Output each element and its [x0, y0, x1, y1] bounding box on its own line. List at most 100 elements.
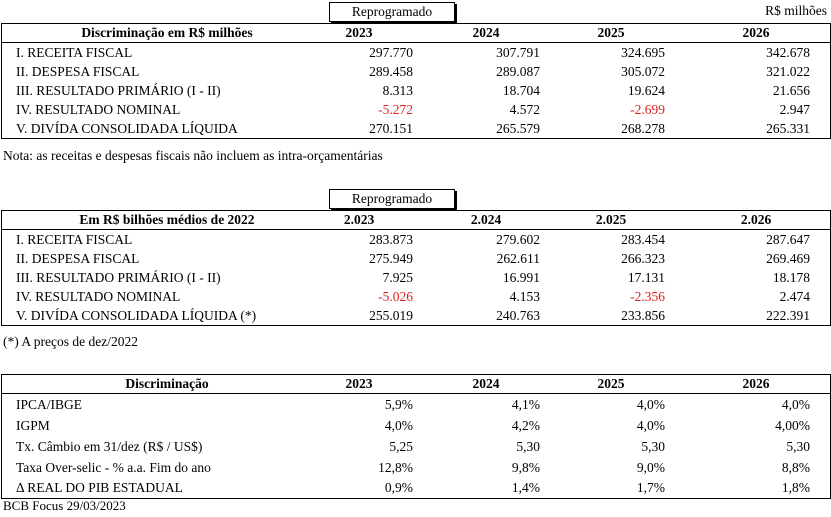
- note-2: (*) A preços de dez/2022: [3, 334, 138, 349]
- cell: 297.770: [369, 45, 413, 60]
- table-header: Em R$ bilhões médios de 2022 2.023 2.024…: [2, 211, 830, 230]
- cell: 1,7%: [636, 480, 665, 495]
- cell: 4,0%: [384, 418, 413, 433]
- header-year: 2024: [472, 376, 500, 391]
- cell: 305.072: [621, 64, 665, 79]
- cell: 4.153: [509, 289, 540, 304]
- table-row: Taxa Over-selic - % a.a. Fim do ano 12,8…: [2, 457, 830, 478]
- header-label: Em R$ bilhões médios de 2022: [79, 212, 255, 227]
- table-row: V. DIVÍDA CONSOLIDADA LÍQUIDA 270.151 26…: [2, 119, 830, 138]
- cell: 17.131: [627, 270, 665, 285]
- cell: 7.925: [382, 270, 413, 285]
- table-row: II. DESPESA FISCAL 275.949 262.611 266.3…: [2, 249, 830, 268]
- cell: 342.678: [766, 45, 810, 60]
- header-year: 2024: [472, 25, 500, 40]
- header-year: 2026: [742, 25, 770, 40]
- cell: 4,00%: [775, 418, 810, 433]
- note-1: Nota: as receitas e despesas fiscais não…: [3, 148, 383, 163]
- header-label: Discriminação: [125, 376, 209, 391]
- header-year: 2.024: [470, 212, 502, 227]
- table-row: IV. RESULTADO NOMINAL -5.026 4.153 -2.35…: [2, 287, 830, 306]
- row-label: I. RECEITA FISCAL: [16, 232, 133, 247]
- cell: 9,0%: [636, 460, 665, 475]
- cell: 4,0%: [636, 397, 665, 412]
- table-fiscal-real-2022: Em R$ bilhões médios de 2022 2.023 2.024…: [1, 210, 831, 326]
- cell: 18.704: [502, 83, 540, 98]
- cell: 283.454: [621, 232, 665, 247]
- cell: 222.391: [766, 308, 810, 323]
- cell: 268.278: [621, 121, 665, 136]
- header-year: 2025: [597, 376, 625, 391]
- cell: 1,4%: [511, 480, 540, 495]
- cell: 262.611: [496, 251, 540, 266]
- reprogramado-tag-2: Reprogramado: [329, 189, 455, 209]
- table-fiscal-millions: Discriminação em R$ milhões 2023 2024 20…: [1, 23, 831, 139]
- cell: 289.458: [369, 64, 413, 79]
- row-label: Δ REAL DO PIB ESTADUAL: [16, 480, 183, 495]
- cell: 289.087: [496, 64, 540, 79]
- cell: 240.763: [496, 308, 540, 323]
- cell-negative: -2.699: [630, 102, 665, 117]
- cell: 5,30: [641, 439, 665, 454]
- row-label: II. DESPESA FISCAL: [16, 64, 140, 79]
- cell: 266.323: [621, 251, 665, 266]
- row-label: I. RECEITA FISCAL: [16, 45, 133, 60]
- cell: 8,8%: [781, 460, 810, 475]
- cell: 4,1%: [511, 397, 540, 412]
- cell: 2.947: [779, 102, 810, 117]
- header-year: 2025: [597, 25, 625, 40]
- table-header: Discriminação 2023 2024 2025 2026: [2, 375, 830, 394]
- cell: 4.572: [509, 102, 540, 117]
- cell: 8.313: [382, 83, 413, 98]
- cell: 275.949: [369, 251, 413, 266]
- row-label: IV. RESULTADO NOMINAL: [16, 289, 181, 304]
- cell: 265.579: [496, 121, 540, 136]
- header-label: Discriminação em R$ milhões: [81, 25, 253, 40]
- row-label: III. RESULTADO PRIMÁRIO (I - II): [16, 270, 221, 285]
- row-label: II. DESPESA FISCAL: [16, 251, 140, 266]
- cell: 279.602: [496, 232, 540, 247]
- cell: 4,0%: [781, 397, 810, 412]
- cell: 255.019: [369, 308, 413, 323]
- header-year: 2.026: [740, 212, 772, 227]
- cell: 5,30: [516, 439, 540, 454]
- row-label: IPCA/IBGE: [16, 397, 83, 412]
- cell: 269.469: [766, 251, 810, 266]
- row-label: IGPM: [16, 418, 50, 433]
- cell: 265.331: [766, 121, 810, 136]
- table-row: V. DIVÍDA CONSOLIDADA LÍQUIDA (*) 255.01…: [2, 306, 830, 325]
- row-label: Taxa Over-selic - % a.a. Fim do ano: [16, 460, 211, 475]
- cell: 16.991: [502, 270, 540, 285]
- cell: 19.624: [627, 83, 665, 98]
- table-row: IV. RESULTADO NOMINAL -5.272 4.572 -2.69…: [2, 100, 830, 119]
- cell: 287.647: [766, 232, 810, 247]
- row-label: III. RESULTADO PRIMÁRIO (I - II): [16, 83, 221, 98]
- cell: 4,0%: [636, 418, 665, 433]
- cell: 321.022: [766, 64, 810, 79]
- row-label: V. DIVÍDA CONSOLIDADA LÍQUIDA (*): [16, 308, 257, 323]
- header-year: 2.025: [595, 212, 627, 227]
- row-label: IV. RESULTADO NOMINAL: [16, 102, 181, 117]
- cell: 324.695: [621, 45, 665, 60]
- table-row: IPCA/IBGE 5,9% 4,1% 4,0% 4,0%: [2, 394, 830, 415]
- cell: 4,2%: [511, 418, 540, 433]
- header-year: 2.023: [343, 212, 375, 227]
- cell: 9,8%: [511, 460, 540, 475]
- table-row: IGPM 4,0% 4,2% 4,0% 4,00%: [2, 415, 830, 436]
- unit-label: R$ milhões: [765, 3, 827, 18]
- cell: 5,9%: [384, 397, 413, 412]
- cell: 283.873: [369, 232, 413, 247]
- table-header: Discriminação em R$ milhões 2023 2024 20…: [2, 24, 830, 43]
- row-label: V. DIVÍDA CONSOLIDADA LÍQUIDA: [16, 121, 238, 136]
- cell: 0,9%: [384, 480, 413, 495]
- table-row: I. RECEITA FISCAL 283.873 279.602 283.45…: [2, 230, 830, 249]
- source-note: BCB Focus 29/03/2023: [3, 498, 126, 513]
- table-row: Tx. Câmbio em 31/dez (R$ / US$) 5,25 5,3…: [2, 436, 830, 457]
- header-year: 2023: [345, 25, 373, 40]
- row-label: Tx. Câmbio em 31/dez (R$ / US$): [16, 439, 203, 454]
- cell-negative: -5.272: [378, 102, 413, 117]
- cell-negative: -2.356: [630, 289, 665, 304]
- header-year: 2023: [345, 376, 373, 391]
- table-row: III. RESULTADO PRIMÁRIO (I - II) 8.313 1…: [2, 81, 830, 100]
- table-row: III. RESULTADO PRIMÁRIO (I - II) 7.925 1…: [2, 268, 830, 287]
